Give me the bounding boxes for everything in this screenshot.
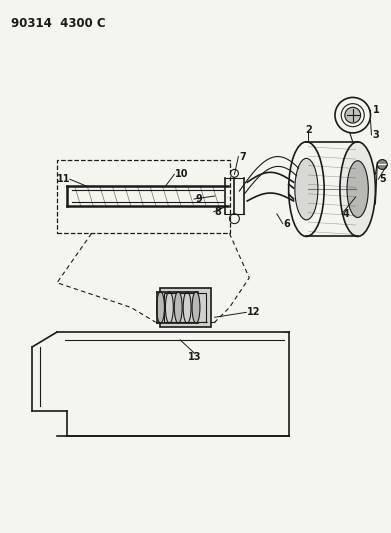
Text: 3: 3: [373, 130, 379, 140]
Circle shape: [377, 159, 387, 169]
Text: 1: 1: [373, 105, 379, 115]
Text: 5: 5: [379, 174, 386, 184]
Bar: [57, 159, 230, 233]
Ellipse shape: [295, 158, 318, 220]
Text: 8: 8: [215, 207, 222, 217]
Text: 2: 2: [305, 125, 312, 135]
Text: 13: 13: [188, 352, 202, 362]
Ellipse shape: [156, 292, 165, 323]
Text: 9: 9: [195, 194, 202, 204]
Text: 7: 7: [239, 151, 246, 161]
Bar: [160, 288, 211, 327]
Circle shape: [345, 107, 361, 123]
Text: 11: 11: [57, 174, 70, 184]
Text: 12: 12: [247, 308, 261, 317]
Ellipse shape: [174, 292, 182, 323]
Ellipse shape: [347, 161, 368, 217]
Text: 4: 4: [343, 209, 350, 219]
Text: 90314  4300 C: 90314 4300 C: [11, 17, 105, 30]
Ellipse shape: [340, 142, 375, 237]
Ellipse shape: [192, 292, 200, 323]
Text: 10: 10: [175, 169, 189, 179]
Bar: [165, 293, 206, 322]
Text: 6: 6: [284, 219, 291, 229]
